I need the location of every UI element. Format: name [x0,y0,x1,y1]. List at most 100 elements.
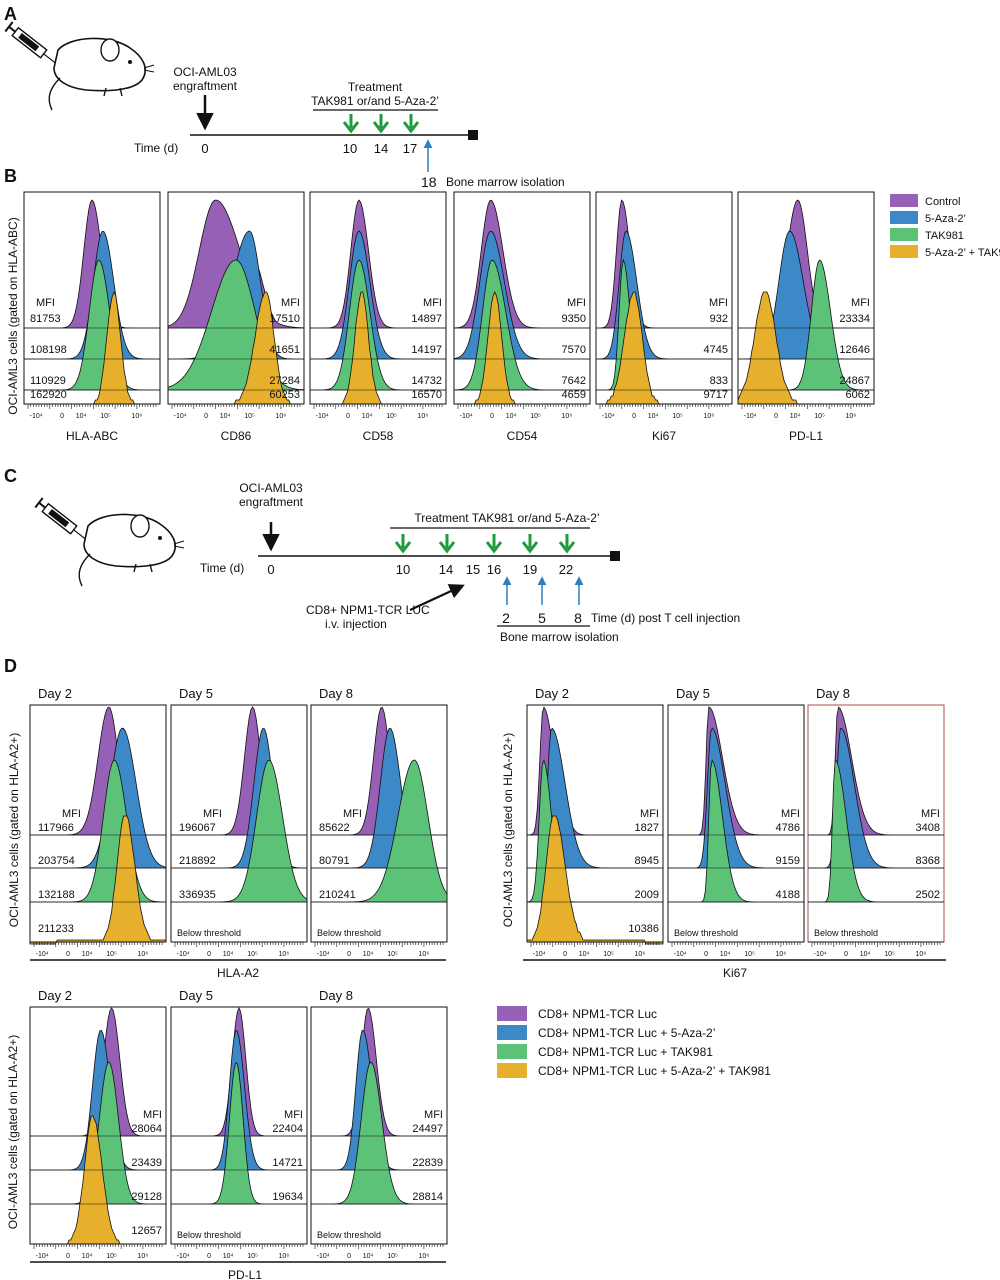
day-label: Day 5 [179,686,213,701]
x-tick-label: -10⁴ [533,951,546,958]
x-tick-label: -10⁴ [177,1253,190,1260]
x-tick-label: 10⁶ [279,1253,290,1260]
panel-d-legend: CD8+ NPM1-TCR Luc CD8+ NPM1-TCR Luc + 5-… [497,1006,771,1078]
marker-label: HLA-ABC [66,429,118,443]
legend-label: CD8+ NPM1-TCR Luc + 5-Aza-2’ + TAK981 [538,1064,771,1078]
x-tick-label: 10⁵ [106,951,117,958]
panel-a-label: A [4,4,17,24]
x-tick-label: 0 [207,1253,211,1260]
day-label: 14 [439,562,453,577]
day-label: Day 2 [38,686,72,701]
day-label: Day 8 [816,686,850,701]
mfi-value: 28814 [412,1191,443,1203]
marker-label-hla-a2: HLA-A2 [217,966,259,980]
mfi-label: MFI [62,808,81,820]
engraftment-label-line2: engraftment [173,79,238,93]
mfi-value: 12657 [131,1225,162,1237]
mfi-value: 4745 [704,344,728,356]
engraftment-label-line1: OCI-AML03 [173,65,237,79]
mfi-value: 2009 [635,889,659,901]
x-tick-label: 10⁴ [223,951,234,958]
mfi-value: 8945 [635,855,659,867]
time-label: Time (d) [200,561,244,575]
x-tick-label: 10⁵ [814,413,825,420]
x-tick-label: -10⁴ [814,951,827,958]
legend-label: CD8+ NPM1-TCR Luc + 5-Aza-2’ [538,1026,715,1040]
day-label: 10 [343,141,357,156]
x-tick-label: 10⁴ [506,413,517,420]
green-down-arrow-icon [402,114,420,134]
green-down-arrow-icon [372,114,390,134]
mfi-value: 16570 [411,389,442,401]
isolation-label: Bone marrow isolation [500,630,619,644]
x-tick-label: 10⁵ [530,413,541,420]
x-tick-label: 10⁵ [884,951,895,958]
x-tick-label: 10⁴ [76,413,87,420]
mfi-value: 24867 [839,375,870,387]
mfi-value: 14197 [411,344,442,356]
x-tick-label: 10⁴ [82,951,93,958]
day-label: 16 [487,562,501,577]
x-tick-label: 10⁶ [419,951,430,958]
histogram-peak-tak981 [167,259,305,391]
post-day-label: 5 [538,610,546,626]
mfi-label: MFI [423,297,442,309]
day-label: Day 8 [319,686,353,701]
marker-label: PD-L1 [789,429,823,443]
histogram-hla-abc: MFI 81753 108198 110929 162920 -10⁴ 0 10⁴ 10⁵ 10⁶… [23,191,161,443]
x-tick-label: -10⁴ [36,1253,49,1260]
mfi-value: 14721 [272,1157,303,1169]
day-label: 10 [396,562,410,577]
day-label: 0 [267,562,274,577]
mfi-value: 196067 [179,822,216,834]
legend-swatch [497,1063,527,1078]
mfi-value: 132188 [38,889,75,901]
mfi-value: 14897 [411,313,442,325]
panel-b-histograms: MFI 81753 108198 110929 162920 -10⁴ 0 10⁴ 10⁵ 10⁶… [23,191,875,443]
legend-swatch [890,211,918,224]
x-tick-label: 10⁶ [846,413,857,420]
mouse-with-syringe-icon [4,21,155,111]
below-threshold-label: Below threshold [674,928,738,938]
engraftment-label-line2: engraftment [239,495,304,509]
x-tick-label: 10⁵ [672,413,683,420]
x-tick-label: 10⁵ [100,413,111,420]
mfi-value: 29128 [131,1191,162,1203]
panel-b: B OCI-AML3 cells (gated on HLA-ABC) MFI 8… [4,166,1000,443]
green-down-arrow-icon [438,534,456,554]
mfi-value: 85622 [319,822,350,834]
x-tick-label: -10⁴ [317,1253,330,1260]
post-day-label: 2 [502,610,510,626]
green-down-arrow-icon [394,534,412,554]
mfi-value: 110929 [30,375,66,387]
timeline-end-square-icon [610,551,620,561]
panel-b-legend: Control 5-Aza-2’ TAK981 5-Aza-2’ + TAK98… [890,194,1000,259]
panel-c: C OCI-AML03 engraftment Treatment TAK981… [4,466,740,644]
x-tick-label: -10⁴ [744,413,757,420]
x-tick-label: 10⁴ [362,413,373,420]
x-tick-label: 0 [60,413,64,420]
x-tick-label: 10⁴ [363,951,374,958]
x-tick-label: 10⁴ [82,1253,93,1260]
mfi-value: 81753 [30,313,61,325]
treatment-arrows [342,114,420,134]
mfi-value: 24497 [412,1123,443,1135]
x-tick-label: 0 [346,413,350,420]
x-tick-label: 0 [207,951,211,958]
x-tick-label: 10⁴ [860,951,871,958]
histogram-peak-combo [526,815,664,945]
x-tick-label: 10⁶ [132,413,143,420]
mfi-value: 12646 [839,344,870,356]
x-tick-label: 10⁶ [562,413,573,420]
day-label: 19 [523,562,537,577]
x-tick-label: 10⁶ [138,1253,149,1260]
x-tick-label: 10⁵ [106,1253,117,1260]
day-label: 0 [201,141,208,156]
histogram-ki67: MFI 932 4745 833 9717 -10⁴ 0 10⁴ 10⁵ 10⁶ Ki67 [595,191,733,443]
histogram-pd-l1-day-8: Day 8 MFI 24497 22839 28814 Below threshold -1… [310,988,448,1260]
x-tick-label: 10⁶ [279,951,290,958]
x-tick-label: 10⁴ [720,951,731,958]
x-tick-label: -10⁴ [674,951,687,958]
mfi-value: 10386 [628,923,659,935]
